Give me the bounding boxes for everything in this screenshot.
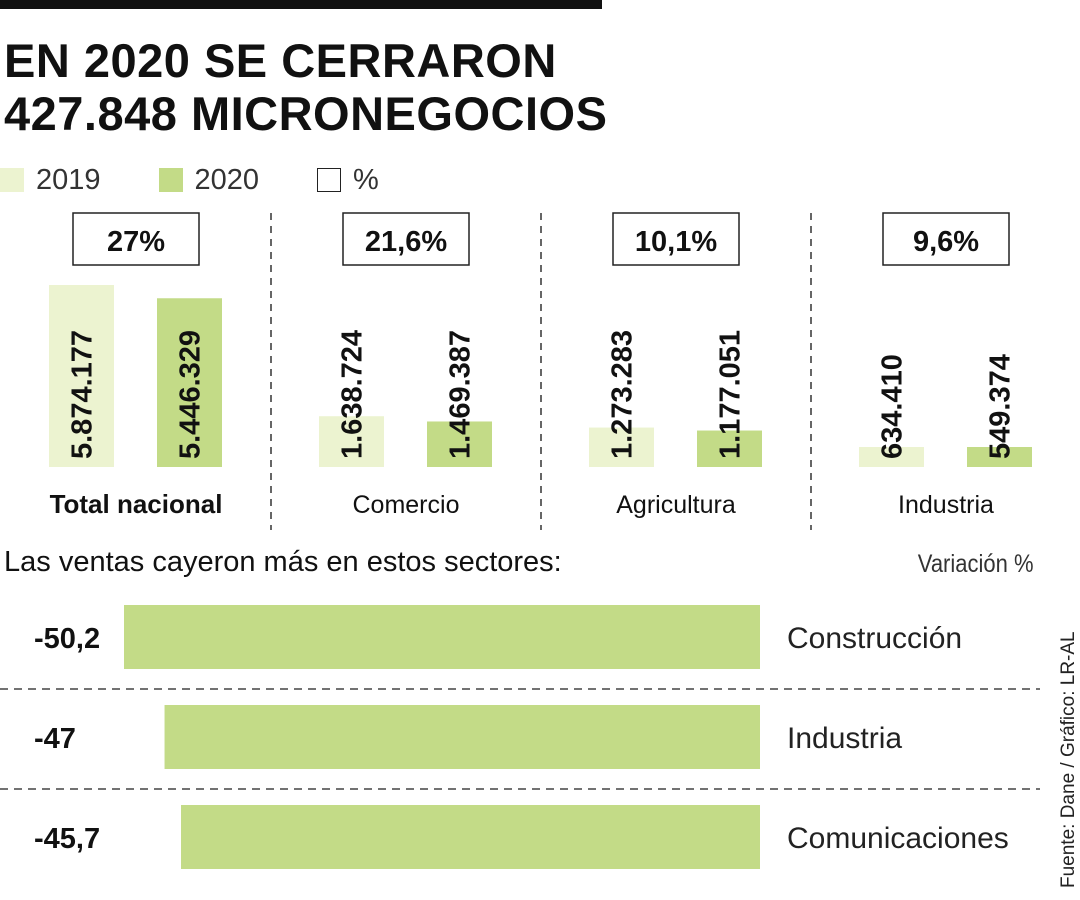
top-rule [0, 0, 602, 9]
legend-label-2019: 2019 [36, 163, 101, 196]
bar-2020 [967, 447, 1032, 467]
legend-swatch-2020 [158, 168, 183, 192]
bar-value-label: 1.469.387 [445, 330, 477, 459]
percent-box-1 [72, 212, 200, 266]
title-line-1: EN 2020 SE CERRARON [4, 34, 557, 87]
legend: 2019 2020 % [0, 160, 437, 200]
micronegocios-bar-chart: 27% 5.874.177 5.446.329 Total nacional 21,6%… [49, 212, 1032, 530]
legend-item-2019: 2019 [0, 164, 101, 197]
percent-label: 9,6% [913, 226, 979, 258]
bar-value-label: 1.177.051 [715, 330, 747, 459]
bar-value-label: 634.410 [877, 354, 909, 459]
bar-2019 [589, 427, 654, 467]
sales-subtitle: Las ventas cayeron más en estos sectores… [4, 546, 562, 578]
percent-label: 10,1% [635, 226, 717, 258]
variation-bar [124, 605, 760, 669]
variation-label: Variación % [918, 550, 1034, 578]
source-credit: Fuente: Dane / Gráfico: LR-AL [1058, 631, 1079, 888]
variation-value-label: -45,7 [34, 823, 100, 855]
bar-value-label: 5.874.177 [67, 330, 99, 459]
variation-value-label: -50,2 [34, 623, 100, 655]
legend-label-percent: % [353, 163, 379, 196]
variation-value-label: -47 [34, 723, 76, 755]
category-label: Total nacional [50, 489, 223, 519]
sector-label: Industria [787, 722, 902, 755]
bar-2019 [49, 285, 114, 467]
chart-title: EN 2020 SE CERRARON 427.848 MICRONEGOCIO… [4, 34, 607, 140]
percent-label: 21,6% [365, 226, 447, 258]
percent-label: 27% [107, 226, 165, 258]
percent-box-4 [882, 212, 1010, 266]
legend-swatch-percent [317, 168, 342, 192]
sector-label: Construcción [787, 622, 962, 655]
bar-value-label: 1.273.283 [607, 330, 639, 459]
bar-value-label: 1.638.724 [337, 330, 369, 459]
legend-item-percent: % [317, 164, 379, 197]
legend-swatch-2019 [0, 168, 24, 192]
sales-variation-bar-chart: -50,2 Construcción -47 Industria -45,7 Comuni… [0, 605, 1040, 869]
variation-bar [181, 805, 760, 869]
title-line-2: 427.848 MICRONEGOCIOS [4, 87, 608, 140]
legend-item-2020: 2020 [158, 163, 260, 197]
category-label: Agricultura [616, 491, 736, 519]
bar-value-label: 549.374 [985, 354, 1017, 459]
percent-box-3 [612, 212, 740, 266]
percent-box-2 [342, 212, 470, 266]
bar-2019 [319, 416, 384, 467]
sector-label: Comunicaciones [787, 822, 1009, 855]
bar-2020 [427, 421, 492, 467]
category-label: Industria [898, 491, 994, 519]
category-label: Comercio [353, 491, 460, 519]
bar-2019 [859, 447, 924, 467]
bar-value-label: 5.446.329 [175, 330, 207, 459]
legend-label-2020: 2020 [194, 163, 260, 196]
bar-2020 [697, 430, 762, 467]
variation-bar [164, 705, 760, 769]
bar-2020 [157, 298, 222, 467]
